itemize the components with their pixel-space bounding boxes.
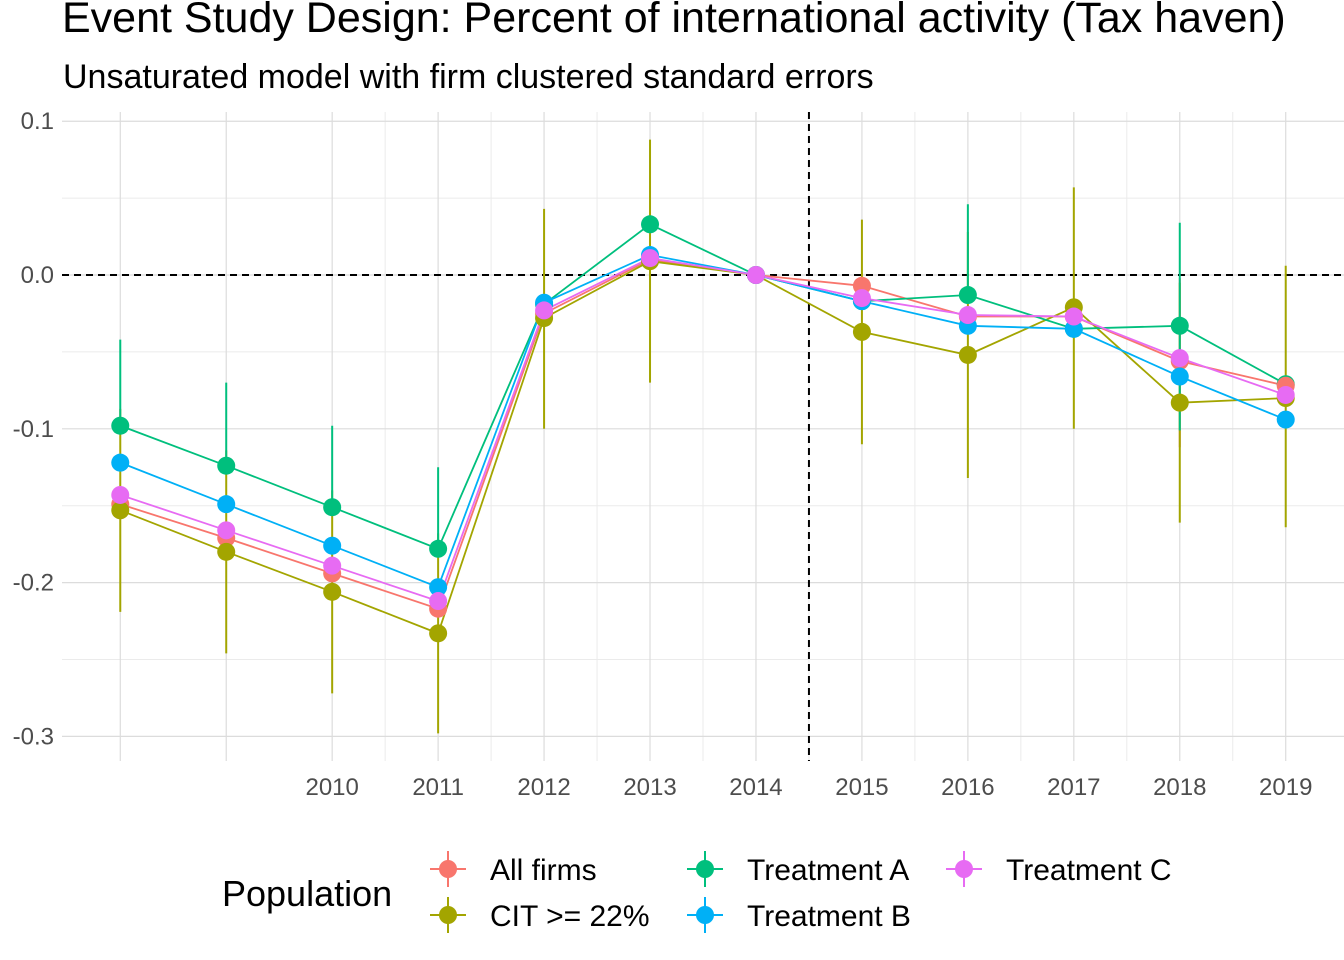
minor-gridlines <box>62 112 1344 761</box>
data-point <box>111 453 130 472</box>
legend: Population All firms CIT >= 22% Treatment A… <box>222 851 1172 933</box>
y-tick-label: -0.1 <box>13 416 54 443</box>
legend-key <box>430 851 466 887</box>
data-point <box>1276 410 1295 429</box>
data-point <box>111 485 130 504</box>
data-point <box>429 578 448 597</box>
x-tick-label: 2018 <box>1153 774 1206 801</box>
data-point <box>1170 393 1189 412</box>
data-point <box>1064 319 1083 338</box>
data-point <box>958 286 977 305</box>
legend-label: CIT >= 22% <box>490 900 650 933</box>
data-point <box>641 249 660 268</box>
data-point <box>958 345 977 364</box>
legend-key <box>687 897 723 933</box>
x-tick-label: 2012 <box>517 774 570 801</box>
data-point <box>852 276 871 295</box>
legend-key-point <box>696 860 714 878</box>
legend-key-point <box>955 860 973 878</box>
y-tick-label: -0.3 <box>13 723 54 750</box>
data-point <box>217 542 236 561</box>
data-point <box>323 536 342 555</box>
y-tick-label: -0.2 <box>13 570 54 597</box>
legend-label: Treatment B <box>747 900 911 933</box>
legend-key-point <box>439 860 457 878</box>
axis-tick-labels: 0.1 0.0 -0.1 -0.2 -0.3 2010 2011 2012 2013 2014 20… <box>13 108 1313 801</box>
data-point <box>217 495 236 514</box>
legend-key <box>430 897 466 933</box>
data-point <box>217 456 236 475</box>
series-lines <box>119 223 1287 635</box>
data-point <box>641 215 660 234</box>
legend-label: All firms <box>490 854 597 887</box>
data-point <box>323 582 342 601</box>
x-tick-label: 2017 <box>1047 774 1100 801</box>
x-tick-label: 2015 <box>835 774 888 801</box>
data-point <box>1170 316 1189 335</box>
y-tick-label: 0.1 <box>21 108 54 135</box>
legend-key-point <box>439 906 457 924</box>
legend-key <box>687 851 723 887</box>
data-point <box>217 521 236 540</box>
series-line <box>119 254 1287 589</box>
data-point <box>429 592 448 611</box>
chart-title: Event Study Design: Percent of internati… <box>62 0 1286 42</box>
data-point <box>535 301 554 320</box>
data-point <box>1276 385 1295 404</box>
x-tick-label: 2010 <box>305 774 358 801</box>
chart-subtitle: Unsaturated model with firm clustered st… <box>63 58 874 96</box>
data-point <box>429 624 448 643</box>
data-point <box>323 556 342 575</box>
legend-key <box>946 851 982 887</box>
series-line <box>119 223 1287 550</box>
data-point <box>852 289 871 308</box>
x-tick-label: 2014 <box>729 774 782 801</box>
data-point <box>852 322 871 341</box>
data-point <box>1170 349 1189 368</box>
data-point <box>746 266 765 285</box>
data-point <box>958 306 977 325</box>
data-point <box>1170 367 1189 386</box>
series-points <box>111 215 1295 643</box>
x-tick-label: 2019 <box>1259 774 1312 801</box>
data-point <box>111 416 130 435</box>
y-tick-label: 0.0 <box>21 262 54 289</box>
data-point <box>111 501 130 520</box>
series-line <box>120 257 1286 603</box>
x-tick-label: 2013 <box>623 774 676 801</box>
legend-label: Treatment C <box>1006 854 1172 887</box>
data-point <box>1064 307 1083 326</box>
data-point <box>429 539 448 558</box>
data-point <box>323 498 342 517</box>
legend-key-point <box>696 906 714 924</box>
x-tick-label: 2016 <box>941 774 994 801</box>
legend-label: Treatment A <box>747 854 909 887</box>
legend-title: Population <box>222 873 392 914</box>
reference-lines <box>62 112 1344 761</box>
x-tick-label: 2011 <box>412 774 464 801</box>
